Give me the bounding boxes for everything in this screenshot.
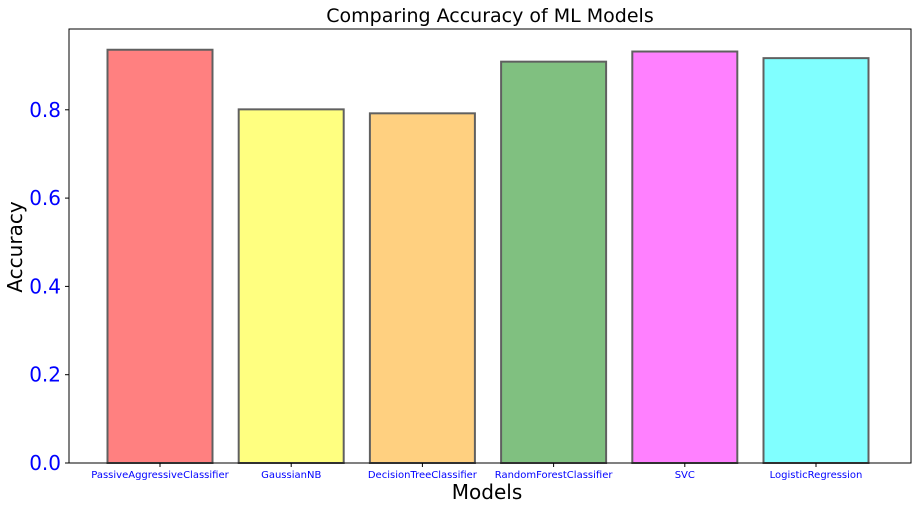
bar-randomforestclassifier bbox=[500, 60, 608, 464]
bar-logisticregression bbox=[762, 57, 870, 464]
x-tick-label: GaussianNB bbox=[261, 470, 321, 481]
x-tick-label: SVC bbox=[675, 470, 695, 481]
x-tick-label: LogisticRegression bbox=[770, 470, 863, 481]
bar-decisiontreeclassifier bbox=[368, 112, 476, 464]
bar-svc bbox=[631, 50, 739, 464]
x-tick-label: RandomForestClassifier bbox=[495, 470, 614, 481]
x-axis-label: Models bbox=[452, 480, 522, 504]
x-tick-label: DecisionTreeClassifier bbox=[368, 470, 478, 481]
y-tick-label: 0.6 bbox=[29, 186, 61, 210]
bars-layer bbox=[106, 48, 870, 465]
x-axis: PassiveAggressiveClassifier GaussianNB Dec… bbox=[91, 463, 862, 481]
y-tick-label: 0.4 bbox=[29, 274, 61, 298]
x-tick-label: PassiveAggressiveClassifier bbox=[91, 470, 229, 481]
y-tick-label: 0.2 bbox=[29, 363, 61, 387]
y-tick-label: 0.8 bbox=[29, 98, 61, 122]
y-axis-label: Accuracy bbox=[3, 201, 27, 292]
bar-passiveaggressiveclassifier bbox=[106, 48, 214, 464]
bar-gaussiannb bbox=[237, 108, 345, 465]
y-tick-label: 0.0 bbox=[29, 451, 61, 475]
chart-title: Comparing Accuracy of ML Models bbox=[326, 5, 653, 27]
plot-frame bbox=[68, 28, 912, 464]
y-axis: 0.0 0.2 0.4 0.6 0.8 bbox=[29, 98, 69, 475]
